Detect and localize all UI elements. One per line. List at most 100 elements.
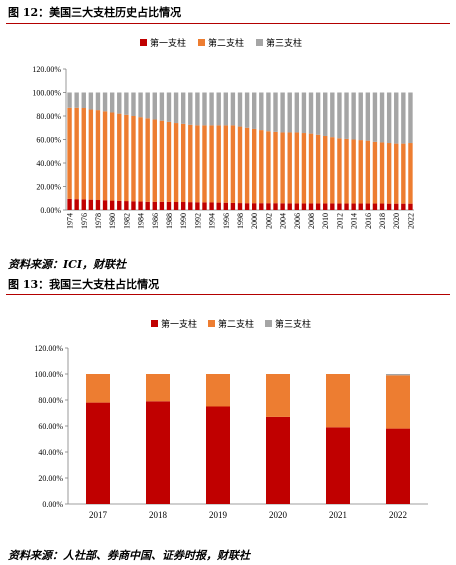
bar-1980-series-2 (109, 112, 115, 201)
bar-2019-series-1 (386, 203, 392, 210)
bar-2010-series-1 (323, 203, 328, 210)
legend-label-2: 第二支柱 (218, 318, 254, 329)
legend-swatch-1 (140, 39, 147, 46)
bar-1999-series-3 (244, 92, 250, 128)
bar-2007-series-2 (301, 133, 307, 204)
bar-1986-series-2 (152, 119, 157, 202)
x-tick-label: 2008 (307, 213, 316, 229)
bar-2000-series-2 (252, 128, 257, 204)
bar-1987-series-2 (159, 120, 165, 202)
x-tick-label: 2019 (209, 510, 228, 520)
us-pillars-chart: 第一支柱 第二支柱 第三支柱 0.00% 20.00% 40.00% 60.00% 80.00… (32, 37, 415, 229)
x-tick-label: 2020 (392, 213, 401, 229)
bar-2013-series-3 (344, 92, 349, 139)
bar-1986-series-1 (152, 201, 157, 210)
legend-swatch-1 (151, 320, 158, 327)
bar-2017-series-2 (86, 374, 110, 403)
figure-13-source: 资料来源：人社部、券商中国、证券时报，财联社 (8, 549, 250, 562)
bar-1980-series-3 (109, 92, 115, 113)
bar-2006-series-1 (294, 203, 300, 210)
bar-2003-series-1 (273, 203, 278, 210)
x-tick-label: 2018 (378, 213, 387, 229)
bar-1977-series-1 (88, 199, 94, 210)
bar-2022-series-2 (408, 143, 413, 204)
bar-1997-series-2 (230, 125, 236, 203)
figure-13-title: 图 13：我国三大支柱占比情况 (8, 278, 160, 291)
bar-2001-series-1 (259, 203, 264, 210)
y-tick-label: 80.00% (36, 112, 61, 121)
bar-1985-series-3 (145, 92, 150, 119)
bar-1977-series-3 (88, 92, 94, 110)
bar-1992-series-1 (195, 202, 200, 210)
bar-2015-series-2 (358, 140, 363, 204)
bar-1980-series-1 (109, 200, 115, 210)
bar-2021-series-1 (401, 203, 406, 210)
bar-1992-series-2 (195, 125, 200, 203)
bar-2020-series-1 (394, 203, 399, 210)
figure-12-source: 资料来源：ICI，财联社 (8, 258, 127, 271)
bar-1989-series-2 (173, 123, 179, 203)
y-tick-label: 60.00% (38, 422, 63, 431)
bar-2005-series-3 (287, 92, 292, 133)
bar-2018-series-2 (146, 374, 170, 402)
bar-1975-series-1 (74, 199, 79, 210)
bar-1987-series-3 (159, 92, 165, 121)
bar-1991-series-2 (188, 124, 193, 203)
bar-1987-series-1 (159, 201, 165, 210)
bar-1991-series-3 (188, 92, 193, 125)
y-tick-label: 100.00% (34, 370, 63, 379)
legend-label-1: 第一支柱 (161, 318, 197, 329)
x-tick-label: 1990 (179, 213, 188, 229)
bar-1995-series-1 (216, 202, 221, 210)
x-tick-label: 1980 (108, 213, 117, 229)
bar-1976-series-3 (81, 92, 86, 109)
bar-2022-series-1 (386, 428, 410, 504)
bar-2007-series-1 (301, 203, 307, 210)
legend-swatch-3 (265, 320, 272, 327)
bar-1995-series-2 (216, 125, 221, 203)
bar-2020-series-3 (394, 92, 399, 144)
bar-2018-series-2 (379, 142, 385, 204)
bar-2015-series-1 (358, 203, 363, 210)
x-tick-label: 2004 (279, 213, 288, 229)
bar-1989-series-1 (173, 202, 179, 210)
bar-2003-series-3 (273, 92, 278, 132)
x-tick-label: 2017 (89, 510, 108, 520)
bar-2005-series-2 (287, 132, 292, 204)
bar-1998-series-1 (237, 203, 243, 210)
bar-1994-series-3 (209, 92, 214, 126)
bar-2002-series-1 (266, 203, 271, 210)
bar-1994-series-1 (209, 202, 214, 210)
bar-1992-series-3 (195, 92, 200, 126)
bar-1998-series-2 (237, 126, 243, 204)
bar-1988-series-1 (166, 201, 172, 210)
bar-2009-series-2 (315, 134, 321, 204)
bar-2000-series-3 (252, 92, 257, 129)
bar-2019-series-3 (386, 92, 392, 144)
bar-2019-series-2 (206, 374, 230, 407)
bar-1985-series-1 (145, 201, 150, 210)
x-tick-label: 2016 (364, 213, 373, 229)
x-tick-label: 2014 (350, 213, 359, 229)
bar-1982-series-3 (124, 92, 129, 115)
bar-2017-series-3 (372, 92, 378, 142)
bar-1994-series-2 (209, 125, 214, 203)
bar-1976-series-2 (81, 108, 86, 200)
bar-1995-series-3 (216, 92, 221, 126)
x-tick-label: 2000 (250, 213, 259, 229)
bar-2007-series-3 (301, 92, 307, 134)
bar-1986-series-3 (152, 92, 157, 120)
bar-2009-series-3 (315, 92, 321, 135)
bar-2018-series-1 (146, 401, 170, 504)
bar-2022-series-3 (408, 92, 413, 144)
x-tick-label: 2020 (269, 510, 288, 520)
bar-1984-series-2 (138, 117, 143, 202)
y-tick-label: 40.00% (38, 448, 63, 457)
x-tick-label: 1996 (222, 213, 231, 229)
bar-2021-series-2 (326, 374, 350, 428)
bar-2020-series-2 (394, 143, 399, 204)
figure-12-title: 图 12：美国三大支柱历史占比情况 (8, 6, 182, 19)
bar-1990-series-1 (180, 202, 186, 210)
bar-2003-series-2 (273, 131, 278, 204)
bar-2019-series-2 (386, 143, 392, 204)
